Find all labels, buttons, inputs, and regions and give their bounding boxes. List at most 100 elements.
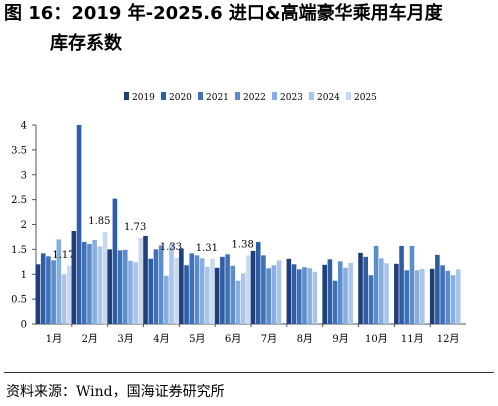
bar-2020-7 bbox=[291, 264, 297, 324]
bar-2022-8 bbox=[337, 261, 343, 324]
x-tick-label: 2月 bbox=[82, 333, 98, 345]
bar-2020-6 bbox=[255, 241, 261, 324]
x-tick-label: 4月 bbox=[153, 333, 169, 345]
bar-2019-5 bbox=[214, 267, 220, 324]
bar-2021-2 bbox=[117, 250, 123, 324]
bar-2020-9 bbox=[363, 256, 369, 324]
bar-2022-0 bbox=[51, 260, 56, 324]
bar-2024-5 bbox=[240, 273, 246, 324]
bar-2025-1 bbox=[102, 231, 108, 324]
figure-title: 图 16：2019 年-2025.6 进口&高端豪华乘用车月度 库存系数 bbox=[4, 2, 494, 56]
bar-2021-1 bbox=[81, 241, 87, 324]
legend-swatch-2022 bbox=[235, 92, 240, 100]
bar-2019-7 bbox=[286, 258, 292, 324]
y-tick-label: 2.5 bbox=[11, 195, 27, 206]
source-note: 资料来源：Wind，国海证券研究所 bbox=[6, 384, 225, 400]
bar-2024-11 bbox=[455, 269, 461, 324]
data-label-2025-4: 1.31 bbox=[196, 243, 218, 254]
bar-2019-1 bbox=[71, 230, 77, 324]
x-tick-label: 11月 bbox=[401, 333, 424, 345]
y-tick-label: 1 bbox=[21, 270, 27, 281]
bar-2023-3 bbox=[164, 275, 169, 324]
bar-2024-0 bbox=[61, 274, 67, 324]
bar-2023-1 bbox=[92, 239, 97, 324]
bar-2023-11 bbox=[450, 275, 456, 324]
bar-2020-10 bbox=[399, 245, 404, 324]
bar-2022-2 bbox=[122, 249, 128, 324]
figure-title-line2: 库存系数 bbox=[50, 33, 122, 54]
legend-swatch-2024 bbox=[309, 92, 314, 100]
bar-2024-2 bbox=[133, 262, 138, 324]
legend-swatch-2025 bbox=[346, 92, 351, 100]
bar-2023-8 bbox=[343, 267, 348, 324]
bar-2025-4 bbox=[210, 258, 215, 324]
data-label-2025-3: 1.33 bbox=[160, 242, 182, 253]
legend-swatch-2019 bbox=[124, 92, 129, 100]
bar-2023-2 bbox=[128, 260, 133, 324]
y-tick-label: 0.5 bbox=[11, 295, 27, 306]
bar-2023-9 bbox=[379, 258, 384, 324]
x-tick-label: 6月 bbox=[225, 333, 241, 345]
bar-2021-11 bbox=[440, 265, 445, 324]
x-tick-label: 10月 bbox=[365, 333, 388, 345]
bar-2021-0 bbox=[46, 256, 51, 324]
bar-2021-10 bbox=[404, 270, 410, 324]
bar-2019-8 bbox=[322, 264, 327, 324]
x-tick-label: 8月 bbox=[297, 333, 313, 345]
bar-2022-9 bbox=[373, 245, 379, 324]
x-tick-label: 1月 bbox=[46, 333, 62, 345]
bar-2022-10 bbox=[409, 245, 415, 324]
bar-2020-8 bbox=[327, 259, 333, 324]
bar-2020-4 bbox=[184, 265, 189, 324]
bar-2019-10 bbox=[394, 263, 399, 324]
bar-2022-5 bbox=[230, 265, 236, 324]
bar-2023-6 bbox=[271, 265, 277, 324]
bar-2020-0 bbox=[40, 253, 46, 324]
bar-2024-8 bbox=[348, 262, 353, 324]
x-tick-label: 5月 bbox=[189, 333, 205, 345]
y-tick-label: 0 bbox=[21, 320, 27, 331]
bar-2023-0 bbox=[56, 239, 62, 324]
legend-swatch-2023 bbox=[272, 92, 277, 100]
legend-label-2024: 2024 bbox=[317, 93, 340, 103]
bar-2024-4 bbox=[205, 266, 210, 324]
legend-swatch-2020 bbox=[161, 92, 166, 100]
bar-2021-6 bbox=[261, 255, 266, 324]
bar-2022-1 bbox=[87, 243, 92, 324]
bar-2021-4 bbox=[189, 253, 195, 324]
y-tick-label: 2 bbox=[21, 220, 27, 231]
bar-2021-5 bbox=[225, 254, 230, 324]
data-label-2025-2: 1.73 bbox=[124, 222, 146, 233]
legend-swatch-2021 bbox=[198, 92, 203, 100]
bar-2025-5 bbox=[246, 255, 251, 324]
bar-2022-6 bbox=[266, 268, 271, 324]
bar-2021-8 bbox=[332, 280, 338, 324]
y-tick-label: 3.5 bbox=[11, 145, 27, 156]
bar-2024-9 bbox=[384, 263, 389, 324]
bar-2019-11 bbox=[429, 268, 435, 324]
legend-label-2019: 2019 bbox=[132, 93, 155, 103]
bar-2024-3 bbox=[169, 243, 174, 324]
bottom-rule bbox=[4, 372, 494, 373]
bar-2020-1 bbox=[76, 125, 82, 324]
bar-2021-9 bbox=[368, 275, 374, 324]
x-tick-label: 12月 bbox=[437, 333, 460, 345]
data-label-2025-0: 1.17 bbox=[52, 250, 74, 261]
legend-label-2023: 2023 bbox=[280, 93, 303, 103]
bar-2024-6 bbox=[276, 260, 282, 324]
bar-2019-0 bbox=[35, 264, 41, 324]
x-tick-label: 7月 bbox=[261, 333, 277, 345]
bar-2023-7 bbox=[307, 268, 312, 324]
bar-2022-4 bbox=[194, 255, 200, 324]
bar-2025-2 bbox=[138, 237, 144, 324]
bar-2022-11 bbox=[445, 270, 451, 324]
bar-2019-9 bbox=[358, 252, 363, 324]
y-tick-label: 4 bbox=[21, 121, 27, 132]
bar-2024-7 bbox=[312, 271, 318, 324]
bar-2022-3 bbox=[158, 245, 164, 324]
bar-2019-6 bbox=[250, 250, 256, 324]
bar-2019-4 bbox=[179, 248, 184, 324]
bar-2021-7 bbox=[296, 269, 302, 324]
legend-label-2020: 2020 bbox=[169, 93, 192, 103]
x-tick-label: 3月 bbox=[117, 333, 133, 345]
